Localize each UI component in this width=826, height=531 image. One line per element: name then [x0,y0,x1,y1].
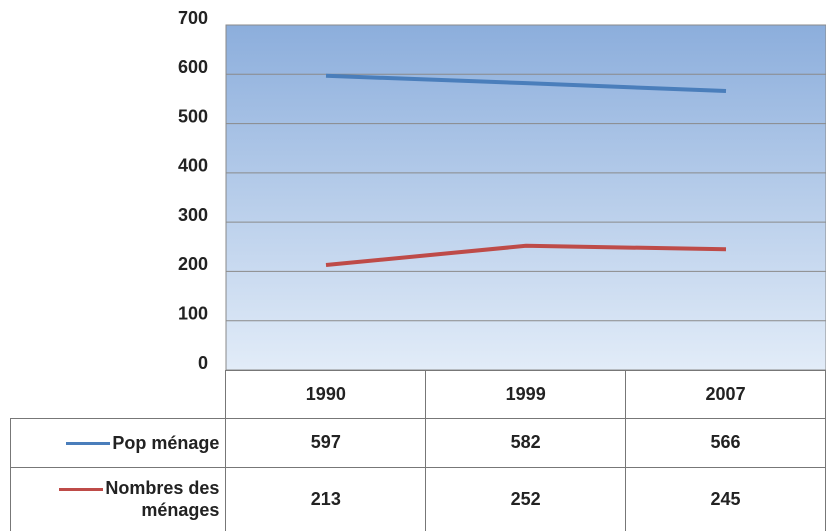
legend-key [59,487,104,491]
y-tick-label: 200 [178,254,208,274]
category-cell: 1999 [425,370,627,419]
legend-label: Pop ménage [112,432,220,453]
legend-key [66,442,111,446]
y-tick-label: 500 [178,106,208,126]
data-table: 1990 1999 2007 Pop ménage 597 582 566 Nombres d… [9,370,826,531]
data-row: Nombres des ménages 213 252 245 [9,466,826,531]
series-line [325,73,727,94]
value-cell: 245 [625,466,826,531]
y-tick-label: 700 [178,8,208,28]
category-cell: 1990 [225,370,427,419]
y-tick-label: 300 [178,205,208,225]
series-label: Nombres des ménages [9,466,227,531]
corner [10,370,227,418]
value-cell: 566 [625,417,826,468]
series-label: Pop ménage [9,417,227,468]
data-row: Pop ménage 597 582 566 [9,417,826,468]
series-line [325,243,727,268]
value-cell: 213 [225,466,427,531]
value-cell: 582 [425,417,627,468]
header-row: 1990 1999 2007 [10,370,826,419]
y-tick-label: 100 [178,303,208,323]
y-tick-label: 600 [178,57,208,77]
value-cell: 252 [425,466,627,531]
y-tick-label: 0 [198,353,208,373]
category-cell: 2007 [625,370,826,419]
legend-label: Nombres des ménages [105,478,220,520]
value-cell: 597 [225,417,427,468]
y-tick-label: 400 [178,156,208,176]
plot-area [225,24,826,371]
